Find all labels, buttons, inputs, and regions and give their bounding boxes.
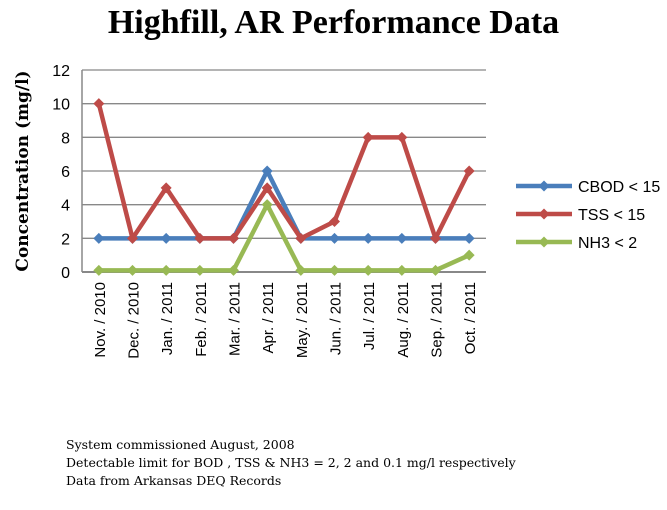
- data-point: [93, 264, 105, 276]
- data-point: [362, 264, 374, 276]
- legend-label: TSS < 15: [578, 207, 645, 224]
- data-point: [261, 182, 273, 194]
- x-tick-label: Aug. / 2011: [395, 282, 412, 358]
- footnotes: System commissioned August, 2008 Detecta…: [66, 436, 516, 490]
- x-tick-label: Dec. / 2010: [126, 282, 143, 359]
- series-line-1: [96, 103, 472, 241]
- data-point: [396, 264, 408, 276]
- x-tick-label: Jun. / 2011: [328, 282, 345, 355]
- data-point: [362, 232, 374, 244]
- data-point: [463, 232, 475, 244]
- data-point: [329, 264, 340, 276]
- data-point: [228, 264, 239, 276]
- data-point: [160, 264, 172, 276]
- data-point: [295, 264, 307, 276]
- series-line-0: [98, 168, 470, 241]
- y-axis-label: Concentration (mg/l): [13, 70, 33, 271]
- x-tick-label: Oct. / 2011: [462, 282, 479, 354]
- y-tick-label: 0: [61, 265, 70, 282]
- y-tick-label: 6: [61, 164, 70, 181]
- data-point: [194, 264, 206, 276]
- note-commissioned: System commissioned August, 2008: [66, 437, 295, 452]
- legend-label: CBOD < 15: [578, 179, 660, 196]
- y-tick-label: 4: [61, 198, 70, 215]
- data-point: [329, 232, 340, 244]
- legend-label: NH3 < 2: [578, 235, 637, 252]
- data-point: [463, 165, 475, 177]
- series-line-2: [98, 202, 471, 273]
- y-tick-label: 2: [61, 231, 70, 248]
- x-tick-label: Jan. / 2011: [159, 282, 176, 355]
- legend-marker: [538, 180, 550, 192]
- data-point: [362, 131, 374, 143]
- data-point: [261, 165, 273, 177]
- data-point: [430, 264, 441, 276]
- data-point: [228, 232, 239, 244]
- data-point: [295, 232, 307, 244]
- data-point: [93, 232, 105, 244]
- legend-marker: [538, 208, 550, 220]
- x-tick-label: Nov. / 2010: [92, 282, 109, 358]
- chart-title: Highfill, AR Performance Data: [107, 4, 560, 41]
- note-source: Data from Arkansas DEQ Records: [66, 473, 282, 488]
- data-point: [127, 264, 138, 276]
- y-tick-label: 10: [52, 97, 70, 114]
- x-tick-label: Jul. / 2011: [361, 282, 378, 350]
- data-point: [396, 131, 408, 143]
- legend-marker: [538, 236, 550, 248]
- x-tick-label: Mar. / 2011: [227, 282, 244, 356]
- data-point: [160, 182, 172, 194]
- data-point: [463, 249, 475, 261]
- y-tick-label: 8: [61, 130, 70, 147]
- x-tick-label: May. / 2011: [294, 282, 311, 358]
- data-point: [127, 232, 138, 244]
- data-point: [93, 98, 105, 110]
- x-tick-label: Apr. / 2011: [260, 282, 277, 353]
- x-tick-label: Sep. / 2011: [429, 282, 446, 358]
- line-chart: 0 2 4 6 8 10 12 Concentration (mg/l) Nov. / 2010…: [13, 63, 660, 359]
- x-tick-label: Feb. / 2011: [193, 282, 210, 357]
- y-tick-label: 12: [52, 63, 70, 80]
- note-detectable-limit: Detectable limit for BOD , TSS & NH3 = 2…: [66, 455, 516, 470]
- data-point: [160, 232, 172, 244]
- data-point: [329, 216, 340, 227]
- data-point: [396, 232, 408, 244]
- data-point: [430, 232, 441, 244]
- data-point: [194, 232, 206, 244]
- data-point: [261, 199, 273, 211]
